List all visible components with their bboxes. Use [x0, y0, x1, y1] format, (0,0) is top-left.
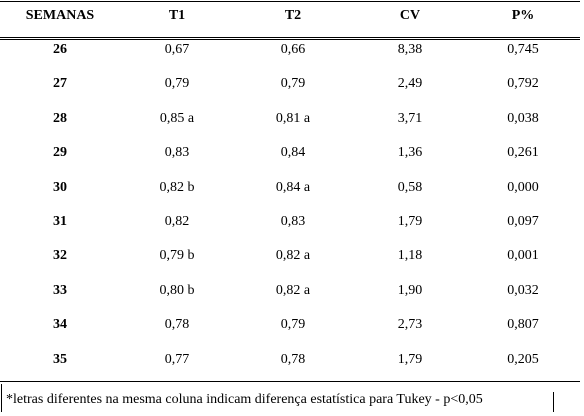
column-header: SEMANAS — [25, 8, 95, 23]
table-cell: 3,71 — [397, 110, 423, 126]
table-cell: 0,261 — [507, 145, 539, 161]
table-cell: 0,58 — [397, 179, 423, 195]
table-cell: 0,82 b — [159, 179, 195, 195]
table-cell: 32 — [53, 248, 67, 264]
rule — [0, 37, 580, 38]
table-cell: 1,36 — [397, 145, 423, 161]
column-header: T1 — [168, 8, 186, 23]
column-header: T2 — [284, 8, 302, 23]
table-cell: 0,205 — [507, 351, 539, 367]
rule — [0, 39, 580, 40]
table-cell: 0,84 — [280, 145, 306, 161]
table-cell: 2,73 — [397, 317, 423, 333]
table-cell: 0,038 — [507, 110, 539, 126]
table-cell: 28 — [53, 110, 67, 126]
table-cell: 8,38 — [397, 42, 423, 57]
table-cell: 0,83 — [164, 145, 190, 161]
table-cell: 0,85 a — [159, 110, 195, 126]
table-cell: 0,78 — [280, 351, 306, 367]
table-cell: 0,82 — [164, 214, 190, 229]
table-cell: 0,79 — [164, 76, 190, 92]
table-cell: 1,18 — [397, 248, 423, 264]
column-header: CV — [399, 8, 421, 23]
table-cell: 0,84 a — [275, 179, 311, 195]
table-cell: 0,79 — [280, 317, 306, 333]
table-cell: 0,82 a — [275, 248, 311, 264]
table-cell: 0,67 — [164, 42, 190, 57]
table-cell: 1,79 — [397, 351, 423, 367]
table-cell: 0,001 — [507, 248, 539, 264]
table-cell: 35 — [53, 351, 67, 367]
table-cell: 29 — [53, 145, 67, 161]
table-cell: 30 — [53, 179, 67, 195]
table-cell: 26 — [53, 42, 67, 57]
table-cell: 0,79 — [280, 76, 306, 92]
rule — [553, 392, 554, 412]
footnote: *letras diferentes na mesma coluna indic… — [6, 392, 483, 407]
table-cell: 27 — [53, 76, 67, 92]
table-cell: 0,80 b — [159, 282, 195, 298]
table-cell: 0,82 a — [275, 282, 311, 298]
table-cell: 0,77 — [164, 351, 190, 367]
table-cell: 0,032 — [507, 282, 539, 298]
table-cell: 2,49 — [397, 76, 423, 92]
rule — [1, 384, 2, 412]
table-cell: 0,745 — [507, 42, 539, 57]
table-cell: 0,097 — [507, 214, 539, 229]
table-cell: 0,78 — [164, 317, 190, 333]
table-cell: 1,79 — [397, 214, 423, 229]
table-cell: 1,90 — [397, 282, 423, 298]
table-cell: 33 — [53, 282, 67, 298]
rule — [0, 381, 580, 382]
table-cell: 0,79 b — [159, 248, 195, 264]
table-cell: 0,66 — [280, 42, 306, 57]
table-cell: 0,81 a — [275, 110, 311, 126]
table-cell: 0,792 — [507, 76, 539, 92]
table-cell: 0,83 — [280, 214, 306, 229]
rule — [0, 1, 580, 2]
table-cell: 34 — [53, 317, 67, 333]
table-cell: 0,807 — [507, 317, 539, 333]
table-cell: 31 — [53, 214, 67, 229]
column-header: P% — [511, 8, 535, 23]
table-cell: 0,000 — [507, 179, 539, 195]
